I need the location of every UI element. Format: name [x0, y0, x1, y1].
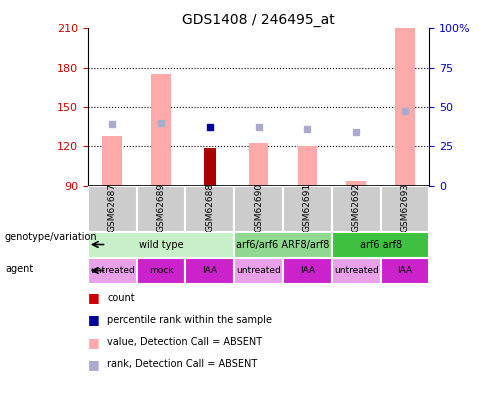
Bar — [137, 186, 185, 232]
Text: wild type: wild type — [139, 239, 183, 249]
Bar — [88, 258, 137, 283]
Bar — [234, 258, 283, 283]
Text: genotype/variation: genotype/variation — [5, 232, 98, 242]
Text: untreated: untreated — [334, 266, 379, 275]
Bar — [381, 186, 429, 232]
Text: ■: ■ — [88, 336, 100, 349]
Text: IAA: IAA — [300, 266, 315, 275]
Bar — [234, 232, 332, 258]
Text: untreated: untreated — [236, 266, 281, 275]
Bar — [185, 186, 234, 232]
Text: GSM62691: GSM62691 — [303, 183, 312, 232]
Bar — [346, 181, 366, 186]
Text: IAA: IAA — [203, 266, 217, 275]
Text: IAA: IAA — [398, 266, 412, 275]
Bar — [151, 74, 171, 186]
Text: ■: ■ — [88, 291, 100, 304]
Text: value, Detection Call = ABSENT: value, Detection Call = ABSENT — [107, 337, 263, 347]
Text: GSM62690: GSM62690 — [254, 183, 263, 232]
Bar — [283, 186, 332, 232]
Text: GSM62688: GSM62688 — [205, 183, 214, 232]
Text: count: count — [107, 293, 135, 303]
Text: GSM62693: GSM62693 — [401, 183, 409, 232]
Title: GDS1408 / 246495_at: GDS1408 / 246495_at — [182, 13, 335, 27]
Text: GSM62692: GSM62692 — [352, 183, 361, 232]
Bar — [381, 258, 429, 283]
Bar — [395, 28, 415, 186]
Bar — [332, 258, 381, 283]
Bar — [249, 143, 268, 186]
Bar — [185, 258, 234, 283]
Text: arf6/arf6 ARF8/arf8: arf6/arf6 ARF8/arf8 — [236, 239, 330, 249]
Bar — [332, 232, 429, 258]
Text: GSM62689: GSM62689 — [157, 183, 165, 232]
Bar — [283, 258, 332, 283]
Bar — [298, 147, 317, 186]
Text: agent: agent — [5, 264, 33, 274]
Bar — [204, 148, 216, 186]
Text: mock: mock — [149, 266, 173, 275]
Bar — [88, 232, 234, 258]
Bar — [137, 258, 185, 283]
Text: percentile rank within the sample: percentile rank within the sample — [107, 315, 272, 325]
Text: ■: ■ — [88, 358, 100, 371]
Bar — [88, 186, 137, 232]
Bar — [102, 136, 122, 186]
Bar — [234, 186, 283, 232]
Text: GSM62687: GSM62687 — [108, 183, 117, 232]
Text: rank, Detection Call = ABSENT: rank, Detection Call = ABSENT — [107, 360, 258, 369]
Text: untreated: untreated — [90, 266, 135, 275]
Text: arf6 arf8: arf6 arf8 — [360, 239, 402, 249]
Bar — [332, 186, 381, 232]
Text: ■: ■ — [88, 313, 100, 326]
